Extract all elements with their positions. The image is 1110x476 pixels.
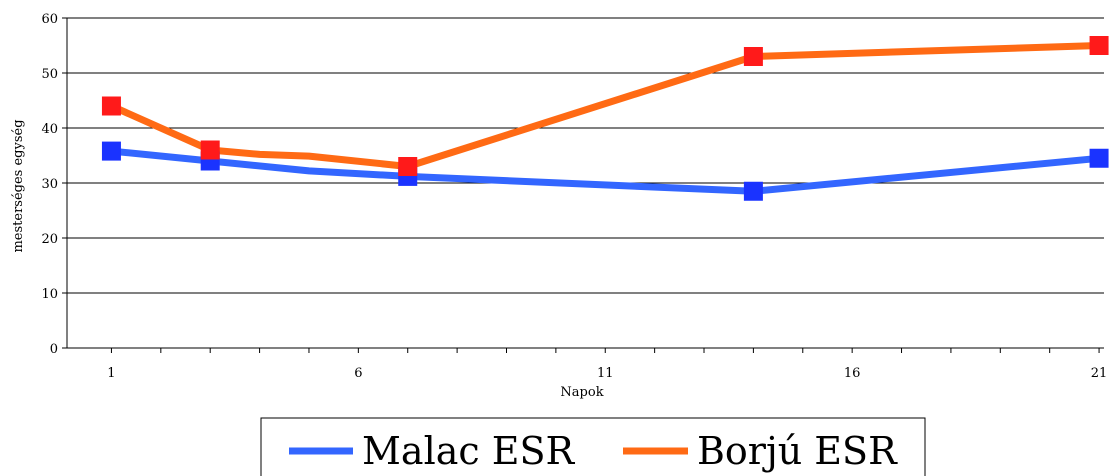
y-tick-label-3: 30 (41, 177, 58, 192)
series (101, 36, 1109, 201)
x-tick-label-2: 11 (597, 366, 614, 381)
y-axis-title: mesterséges egység (11, 119, 26, 252)
series-0-marker-0 (101, 141, 121, 161)
x-tick-label-3: 16 (844, 366, 861, 381)
x-tick-label-0: 1 (107, 366, 115, 381)
y-tick-label-4: 40 (41, 122, 58, 137)
series-line-0 (107, 147, 1103, 195)
legend-box (260, 417, 926, 476)
y-tick-label-5: 50 (41, 67, 58, 82)
series-1-marker-0 (101, 96, 121, 116)
x-tick-label-4: 21 (1091, 366, 1108, 381)
series-1-marker-4 (1089, 36, 1109, 55)
series-1-marker-3 (743, 47, 763, 66)
legend-label-borju: Borjú ESR (697, 429, 898, 473)
legend: Malac ESR Borjú ESR (260, 417, 926, 476)
series-0-marker-3 (743, 181, 763, 201)
grid-lines (67, 17, 1104, 294)
y-tick-label-6: 60 (41, 12, 58, 27)
series-0-marker-4 (1089, 148, 1109, 168)
legend-label-malac: Malac ESR (362, 429, 576, 473)
series-1-marker-1 (200, 140, 220, 160)
y-tick-label-1: 10 (41, 287, 58, 302)
series-1-marker-2 (398, 157, 418, 176)
y-tick-label-2: 20 (41, 232, 58, 247)
x-tick-label-1: 6 (354, 366, 362, 381)
series-line-1 (107, 42, 1103, 170)
y-tick-label-0: 0 (50, 342, 58, 357)
x-axis-title: Napok (560, 385, 603, 400)
